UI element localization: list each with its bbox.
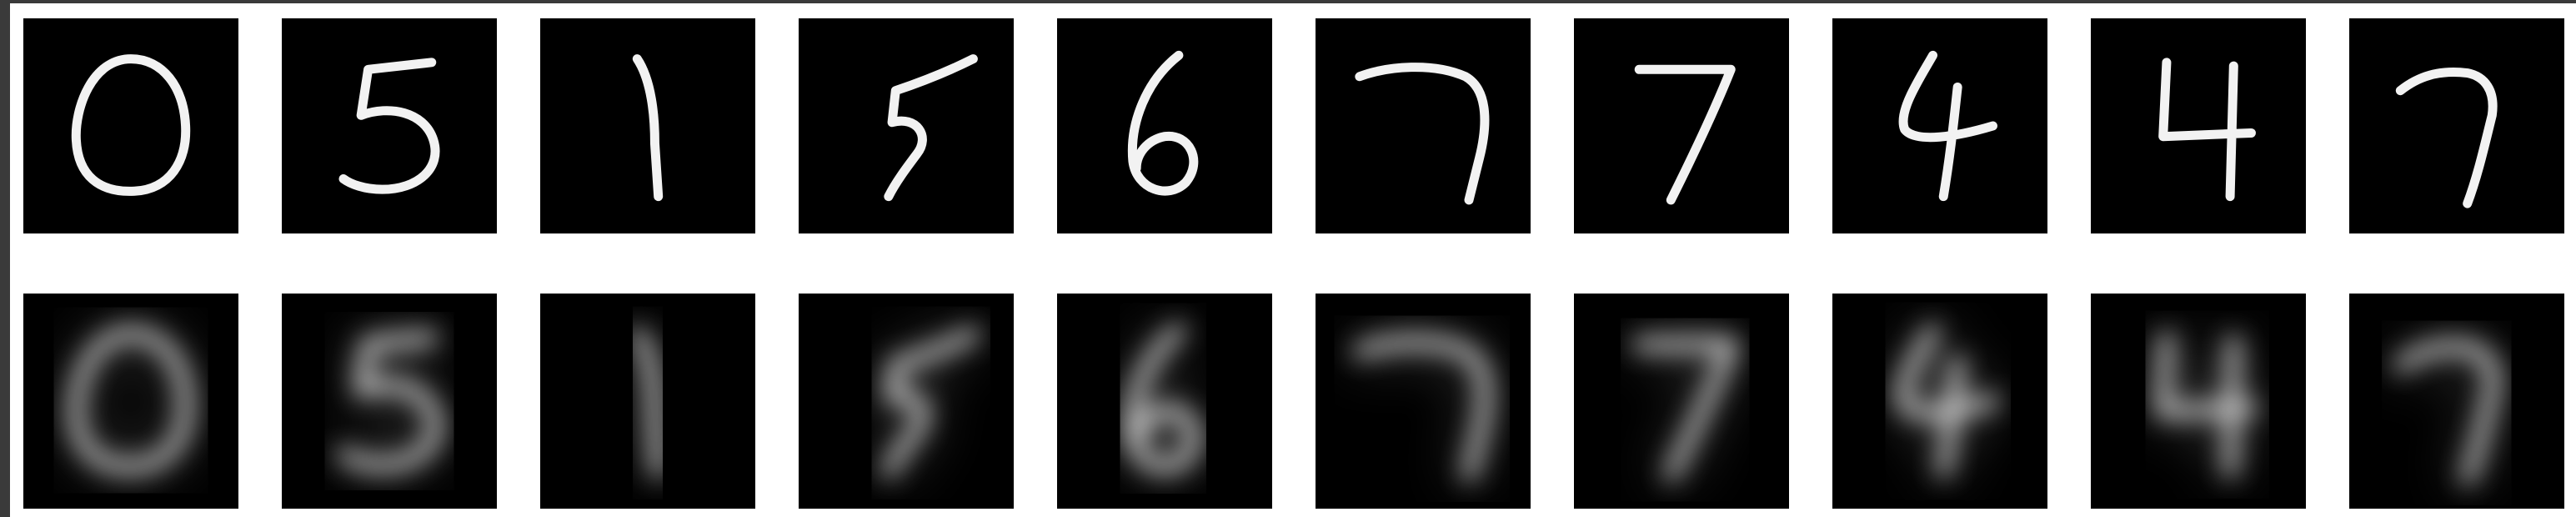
tile-background [282,294,497,509]
digit-tile [1316,18,1531,233]
digit-tile [1832,294,2047,509]
tile-background [540,18,755,233]
digit-stroke-group [1123,321,1203,475]
digit-tile [1057,294,1272,509]
tile-background [2091,294,2306,509]
digit-stroke [1632,338,1737,482]
reconstruction-row [23,294,2564,509]
digit-stroke [69,328,193,473]
digit-stroke [1355,63,1490,205]
digit-stroke-group [1894,321,2002,481]
digit-stroke-group [2395,67,2498,208]
tile-background [2091,18,2306,233]
digit-stroke [1125,324,1200,473]
digit-tile [540,18,755,233]
digit-stroke [2158,58,2256,202]
tile-background [2349,294,2564,509]
digit-stroke-group [1355,63,1490,205]
digit-stroke-group [2154,329,2261,481]
digit-tile [799,18,1014,233]
digit-stroke-group [71,54,191,196]
digit-tile [2349,294,2564,509]
digit-stroke [1353,336,1491,482]
digit-tile [23,18,238,233]
digit-stroke [338,58,440,194]
digit-stroke-group [1898,50,1997,202]
digit-tile [2349,18,2564,233]
digit-stroke [71,54,191,196]
digit-tile [2091,294,2306,509]
digit-stroke [884,54,978,202]
digit-stroke [2157,331,2258,479]
digit-stroke [882,328,980,479]
digit-stroke-group [628,325,668,481]
frame-edge-top [0,0,2576,3]
digit-stroke-group [338,58,440,194]
original-row [23,18,2564,233]
digit-tile [282,18,497,233]
digit-stroke [1897,324,1999,479]
digit-stroke [630,328,665,479]
digit-stroke [632,54,664,202]
digit-tile [282,294,497,509]
digit-tile [1057,18,1272,233]
digit-stroke-group [2158,58,2256,202]
digit-stroke-group [884,54,978,202]
digit-stroke-group [632,54,664,202]
frame-edge-left [0,0,10,517]
digit-stroke-group [67,325,195,475]
tile-background [1574,18,1789,233]
digit-tile [1574,18,1789,233]
digit-stroke-group [1127,50,1199,196]
tile-background [1057,294,1272,509]
digit-tile [1316,294,1531,509]
tile-background [23,18,238,233]
digit-stroke [2395,67,2498,208]
digit-stroke-group [334,329,444,474]
digit-stroke [1898,50,1997,202]
digit-stroke [337,331,442,471]
tile-background [2349,18,2564,233]
digit-tile [2091,18,2306,233]
digit-tile [540,294,755,509]
digit-tile [799,294,1014,509]
digit-stroke [1634,64,1736,205]
tiles-layer [23,18,2564,509]
digit-stroke-group [1634,64,1736,205]
digit-stroke [1127,50,1199,196]
digit-stroke-group [1351,334,1494,484]
tile-background [1316,18,1531,233]
digit-tile [23,294,238,509]
tile-background [1316,294,1531,509]
digit-stroke-group [880,325,982,481]
tile-background [1057,18,1272,233]
digit-tile [1574,294,1789,509]
tile-background [1832,18,2047,233]
tile-background [282,18,497,233]
digit-tile [1832,18,2047,233]
digit-stroke-group [2391,338,2502,488]
digit-stroke-group [1630,335,1740,484]
digit-stroke [2393,341,2499,485]
tile-background [1574,294,1789,509]
